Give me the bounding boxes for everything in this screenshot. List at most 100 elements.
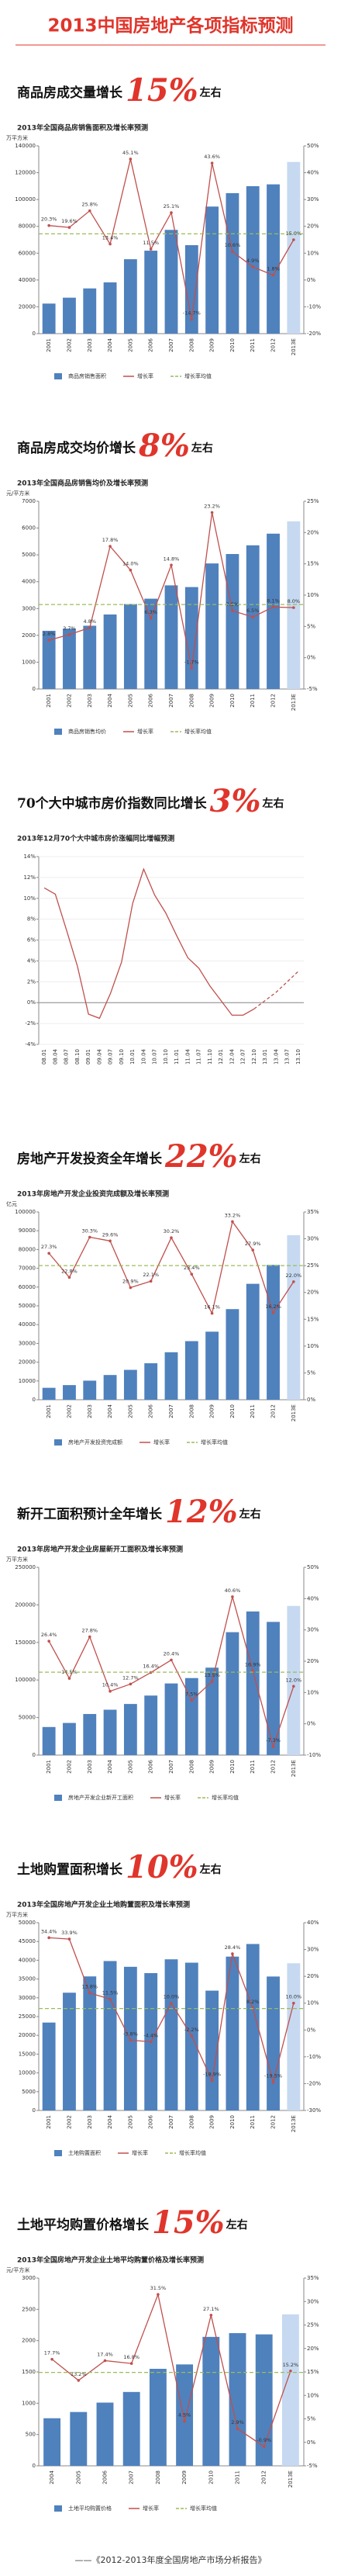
chart-title: 2013年房地产开发企业房屋新开工面积及增长率预测 bbox=[17, 1545, 183, 1554]
line-series bbox=[51, 2292, 291, 2448]
bar bbox=[63, 1385, 76, 1400]
x-tick-label: 2008 bbox=[188, 2115, 195, 2129]
line-point bbox=[262, 2445, 266, 2448]
line-point bbox=[271, 273, 275, 277]
bar bbox=[226, 192, 239, 334]
section-heading: 商品房成交量增长 15% 左右 bbox=[17, 72, 222, 109]
x-tick-label: 2003 bbox=[87, 1404, 93, 1418]
value-label: 30.3% bbox=[81, 1227, 98, 1234]
x-tick-label: 2011 bbox=[235, 2470, 241, 2484]
bar bbox=[246, 185, 260, 334]
x-tick-label: 2007 bbox=[168, 694, 174, 708]
chart-title: 2013年房地产开发企业投资完成额及增长率预测 bbox=[17, 1189, 169, 1199]
line-point bbox=[88, 1635, 91, 1639]
chart-title: 2013年全国房地产开发企业土地平均购置价格及增长率预测 bbox=[17, 2256, 204, 2265]
bar bbox=[267, 533, 280, 689]
x-tick-label: 2011 bbox=[250, 338, 256, 352]
x-tick-label: 12.01 bbox=[218, 1049, 224, 1065]
line-point bbox=[170, 1236, 173, 1239]
value-label: 22.8% bbox=[61, 1268, 78, 1274]
value-label: 11.5% bbox=[143, 240, 159, 246]
x-tick-label: 2005 bbox=[127, 694, 133, 708]
value-label: 16.4% bbox=[143, 1664, 159, 1670]
value-label: -19.5% bbox=[264, 2073, 282, 2079]
y-tick-label: 90000 bbox=[19, 1227, 36, 1234]
heading-suffix: 左右 bbox=[226, 2218, 248, 2231]
y2-tick-label: 20% bbox=[307, 1973, 319, 1979]
x-tick-label: 2013E bbox=[291, 2115, 297, 2132]
x-tick-label: 2004 bbox=[107, 1759, 113, 1773]
x-tick-label: 2011 bbox=[250, 2115, 256, 2129]
x-tick-label: 2008 bbox=[155, 2470, 161, 2484]
value-label: 14.8% bbox=[164, 556, 180, 562]
value-label: 20.9% bbox=[122, 1278, 139, 1284]
y-tick-label: 0 bbox=[33, 1397, 36, 1403]
y2-tick-label: 50% bbox=[307, 143, 319, 149]
bar bbox=[42, 2022, 56, 2110]
value-label: 27.1% bbox=[203, 2306, 219, 2312]
value-label: 31.5% bbox=[150, 2285, 167, 2291]
y2-tick-label: 10% bbox=[307, 1689, 319, 1695]
y2-tick-label: 20% bbox=[307, 1658, 319, 1664]
line-point bbox=[231, 609, 234, 612]
x-tick-label: 08.01 bbox=[41, 1049, 47, 1065]
x-tick-label: 2013E bbox=[288, 2470, 294, 2488]
x-tick-label: 2002 bbox=[66, 338, 72, 352]
x-tick-label: 09.04 bbox=[96, 1048, 102, 1065]
y2-tick-label: 25% bbox=[307, 1262, 319, 1269]
x-tick-label: 2012 bbox=[270, 338, 277, 352]
heading-text: 商品房成交均价增长 bbox=[17, 440, 136, 456]
chart-title: 2013年12月70个大中城市房价涨幅同比增幅预测 bbox=[17, 834, 174, 843]
bar bbox=[226, 1632, 239, 1755]
legend-label: 增长率 bbox=[132, 2149, 148, 2156]
bar bbox=[205, 1667, 219, 1755]
x-tick-label: 2010 bbox=[229, 1760, 236, 1774]
value-label: 14.0% bbox=[122, 561, 139, 567]
line-point bbox=[157, 2293, 160, 2296]
y2-tick-label: -30% bbox=[307, 2107, 321, 2114]
y-tick-label: 2000 bbox=[22, 2338, 36, 2344]
y-tick-label: 120000 bbox=[15, 170, 36, 176]
x-tick-label: 11.10 bbox=[207, 1049, 213, 1065]
bar bbox=[42, 630, 56, 689]
x-tick-label: 2010 bbox=[229, 338, 236, 352]
y-tick-label: 80000 bbox=[19, 1246, 36, 1252]
value-label: 13.8% bbox=[81, 1984, 98, 1990]
line-point bbox=[190, 317, 194, 321]
y-tick-label: 3000 bbox=[22, 605, 36, 611]
y2-tick-label: 30% bbox=[307, 1236, 319, 1242]
x-tick-label: 2004 bbox=[107, 1404, 113, 1418]
line-point bbox=[292, 238, 295, 241]
y-tick-label: 40000 bbox=[19, 1321, 36, 1328]
y2-tick-label: -10% bbox=[307, 303, 321, 310]
y2-tick-label: 20% bbox=[307, 2346, 319, 2352]
x-tick-label: 11.07 bbox=[196, 1049, 202, 1065]
value-label: 20.3% bbox=[41, 216, 57, 223]
line-point bbox=[190, 2034, 194, 2038]
bar bbox=[83, 1714, 97, 1755]
value-label: 25.1% bbox=[164, 203, 180, 209]
x-tick-label: 2005 bbox=[127, 338, 133, 352]
legend-label: 商品房销售面积 bbox=[68, 372, 106, 379]
bar bbox=[246, 1944, 260, 2110]
line-point bbox=[129, 1286, 133, 1290]
legend-swatch bbox=[54, 729, 62, 735]
y2-tick-label: 20% bbox=[307, 223, 319, 230]
x-tick-label: 2013E bbox=[291, 338, 297, 355]
value-label: 13.4% bbox=[102, 235, 119, 241]
line-point bbox=[231, 1220, 234, 1224]
heading-text: 70个大中城市房价指数同比增长 bbox=[17, 795, 208, 812]
y-tick-label: 0 bbox=[33, 2463, 36, 2469]
bar bbox=[202, 2336, 220, 2466]
heading-suffix: 左右 bbox=[199, 86, 222, 99]
x-tick-label: 2011 bbox=[250, 694, 256, 708]
y-tick-label: 20000 bbox=[19, 303, 36, 310]
line-point bbox=[108, 1689, 112, 1693]
y-tick-label: 40000 bbox=[19, 277, 36, 283]
line-point bbox=[67, 1937, 71, 1941]
y2-tick-label: 20% bbox=[307, 1290, 319, 1296]
bar bbox=[229, 2332, 246, 2466]
x-tick-label: 2001 bbox=[46, 338, 52, 352]
value-label: 4.5% bbox=[178, 2412, 191, 2418]
